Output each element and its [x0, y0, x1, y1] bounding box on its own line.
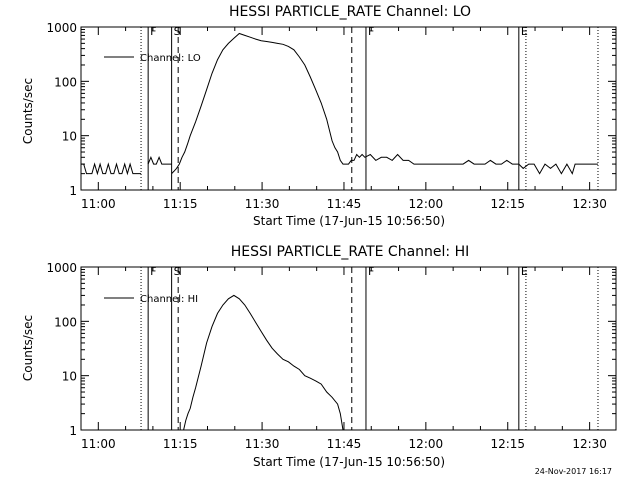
series-line-segment	[518, 163, 598, 175]
y-tick-label: 100	[54, 315, 77, 329]
y-tick-label: 1	[69, 424, 77, 438]
x-tick-label: 11:15	[163, 197, 198, 211]
event-marker-label: F	[150, 265, 156, 278]
plot-frame	[80, 26, 617, 191]
event-marker-label: E	[521, 265, 528, 278]
y-tick-label: 1000	[46, 261, 77, 275]
footer-timestamp: 24-Nov-2017 16:17	[534, 467, 612, 476]
panel-lo: HESSI PARTICLE_RATE Channel: LO Start Ti…	[21, 4, 617, 228]
y-tick-label: 100	[54, 75, 77, 89]
y-axis-label: Counts/sec	[21, 78, 35, 144]
x-tick-label: 12:00	[409, 437, 444, 451]
legend-label: Channel: HI	[140, 294, 198, 305]
series-line-segment	[147, 155, 172, 165]
legend: Channel: LO	[104, 53, 201, 64]
x-tick-label: 12:30	[572, 197, 607, 211]
x-tick-label: 12:15	[490, 437, 525, 451]
x-tick-label: 11:00	[81, 197, 116, 211]
panel-hi: HESSI PARTICLE_RATE Channel: HI Start Ti…	[21, 244, 617, 469]
y-tick-label: 1000	[46, 21, 77, 35]
event-marker-label: E	[521, 25, 528, 38]
x-tick-label: 11:15	[163, 437, 198, 451]
x-tick-label: 11:30	[245, 197, 280, 211]
y-tick-label: 10	[62, 370, 77, 384]
chart-title: HESSI PARTICLE_RATE Channel: HI	[231, 244, 469, 260]
y-tick-label: 10	[62, 130, 77, 144]
x-tick-label: 11:45	[327, 197, 362, 211]
chart-title: HESSI PARTICLE_RATE Channel: LO	[229, 4, 471, 20]
series-line-segment	[81, 162, 142, 176]
x-tick-label: 11:30	[245, 437, 280, 451]
legend: Channel: HI	[104, 294, 198, 305]
x-axis-label: Start Time (17-Jun-15 10:56:50)	[253, 455, 445, 469]
event-marker-label: F	[368, 25, 374, 38]
x-tick-label: 11:45	[327, 437, 362, 451]
event-marker-label: S	[174, 265, 181, 278]
x-tick-label: 12:00	[409, 197, 444, 211]
series-line-segment	[171, 32, 519, 174]
event-marker-label: S	[174, 25, 181, 38]
legend-label: Channel: LO	[140, 53, 201, 64]
x-tick-label: 12:15	[490, 197, 525, 211]
plot-frame	[80, 266, 617, 431]
event-marker-label: F	[368, 265, 374, 278]
y-tick-label: 1	[69, 184, 77, 198]
x-axis-label: Start Time (17-Jun-15 10:56:50)	[253, 214, 445, 228]
y-axis-label: Counts/sec	[21, 315, 35, 381]
x-tick-label: 12:30	[572, 437, 607, 451]
event-marker-label: F	[150, 25, 156, 38]
series-line-segment	[183, 294, 344, 431]
x-tick-label: 11:00	[81, 437, 116, 451]
